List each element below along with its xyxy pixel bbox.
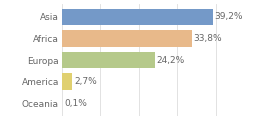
Text: 39,2%: 39,2% [214, 12, 243, 21]
Bar [62, 9, 213, 25]
Text: 0,1%: 0,1% [64, 99, 87, 108]
Text: 33,8%: 33,8% [194, 34, 222, 43]
Bar [62, 52, 155, 68]
Text: 24,2%: 24,2% [157, 55, 185, 65]
Bar [62, 30, 192, 47]
Bar [62, 73, 72, 90]
Text: 2,7%: 2,7% [74, 77, 97, 86]
